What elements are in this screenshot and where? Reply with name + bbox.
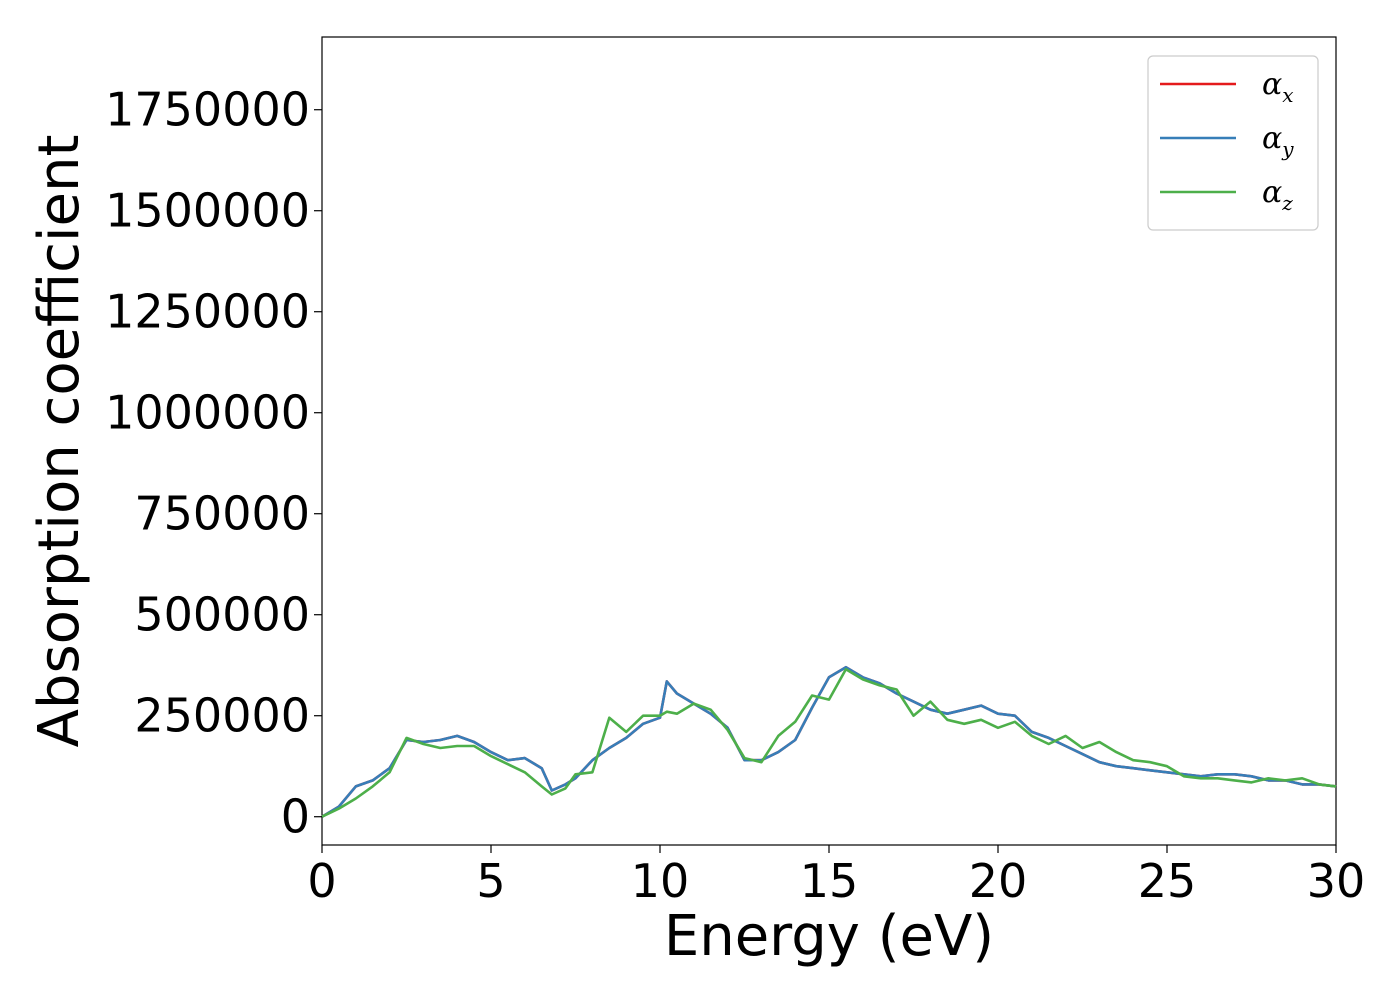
series-layer bbox=[321, 665, 1337, 818]
y-tick-label: 1000000 bbox=[105, 386, 310, 440]
x-tick-label: 0 bbox=[307, 854, 336, 908]
series-line-alpha-z bbox=[321, 667, 1337, 818]
series-line-alpha-y bbox=[321, 665, 1337, 818]
y-tick-label: 0 bbox=[281, 790, 310, 844]
x-tick-label: 15 bbox=[800, 854, 859, 908]
x-axis-title: Energy (eV) bbox=[664, 904, 994, 969]
y-tick-label: 1500000 bbox=[105, 184, 310, 238]
x-tick-label: 25 bbox=[1138, 854, 1197, 908]
x-axis: 0 5 10 15 20 25 30 bbox=[307, 845, 1365, 908]
legend-subscript: y bbox=[1281, 137, 1294, 161]
y-tick-label: 1250000 bbox=[105, 285, 310, 339]
x-tick-label: 30 bbox=[1307, 854, 1366, 908]
x-tick-label: 10 bbox=[631, 854, 690, 908]
y-tick-label: 500000 bbox=[134, 588, 310, 642]
y-axis-title: Absorption coefficient bbox=[27, 135, 92, 748]
y-tick-label: 1750000 bbox=[105, 83, 310, 137]
x-tick-label: 5 bbox=[476, 854, 505, 908]
y-tick-label: 250000 bbox=[134, 689, 310, 743]
x-tick-label: 20 bbox=[969, 854, 1028, 908]
legend-subscript: z bbox=[1281, 191, 1293, 215]
y-axis: 0 250000 500000 750000 1000000 1250000 1500000… bbox=[105, 83, 322, 844]
legend-subscript: x bbox=[1282, 83, 1293, 107]
y-tick-label: 750000 bbox=[134, 487, 310, 541]
legend-box bbox=[1147, 55, 1319, 231]
